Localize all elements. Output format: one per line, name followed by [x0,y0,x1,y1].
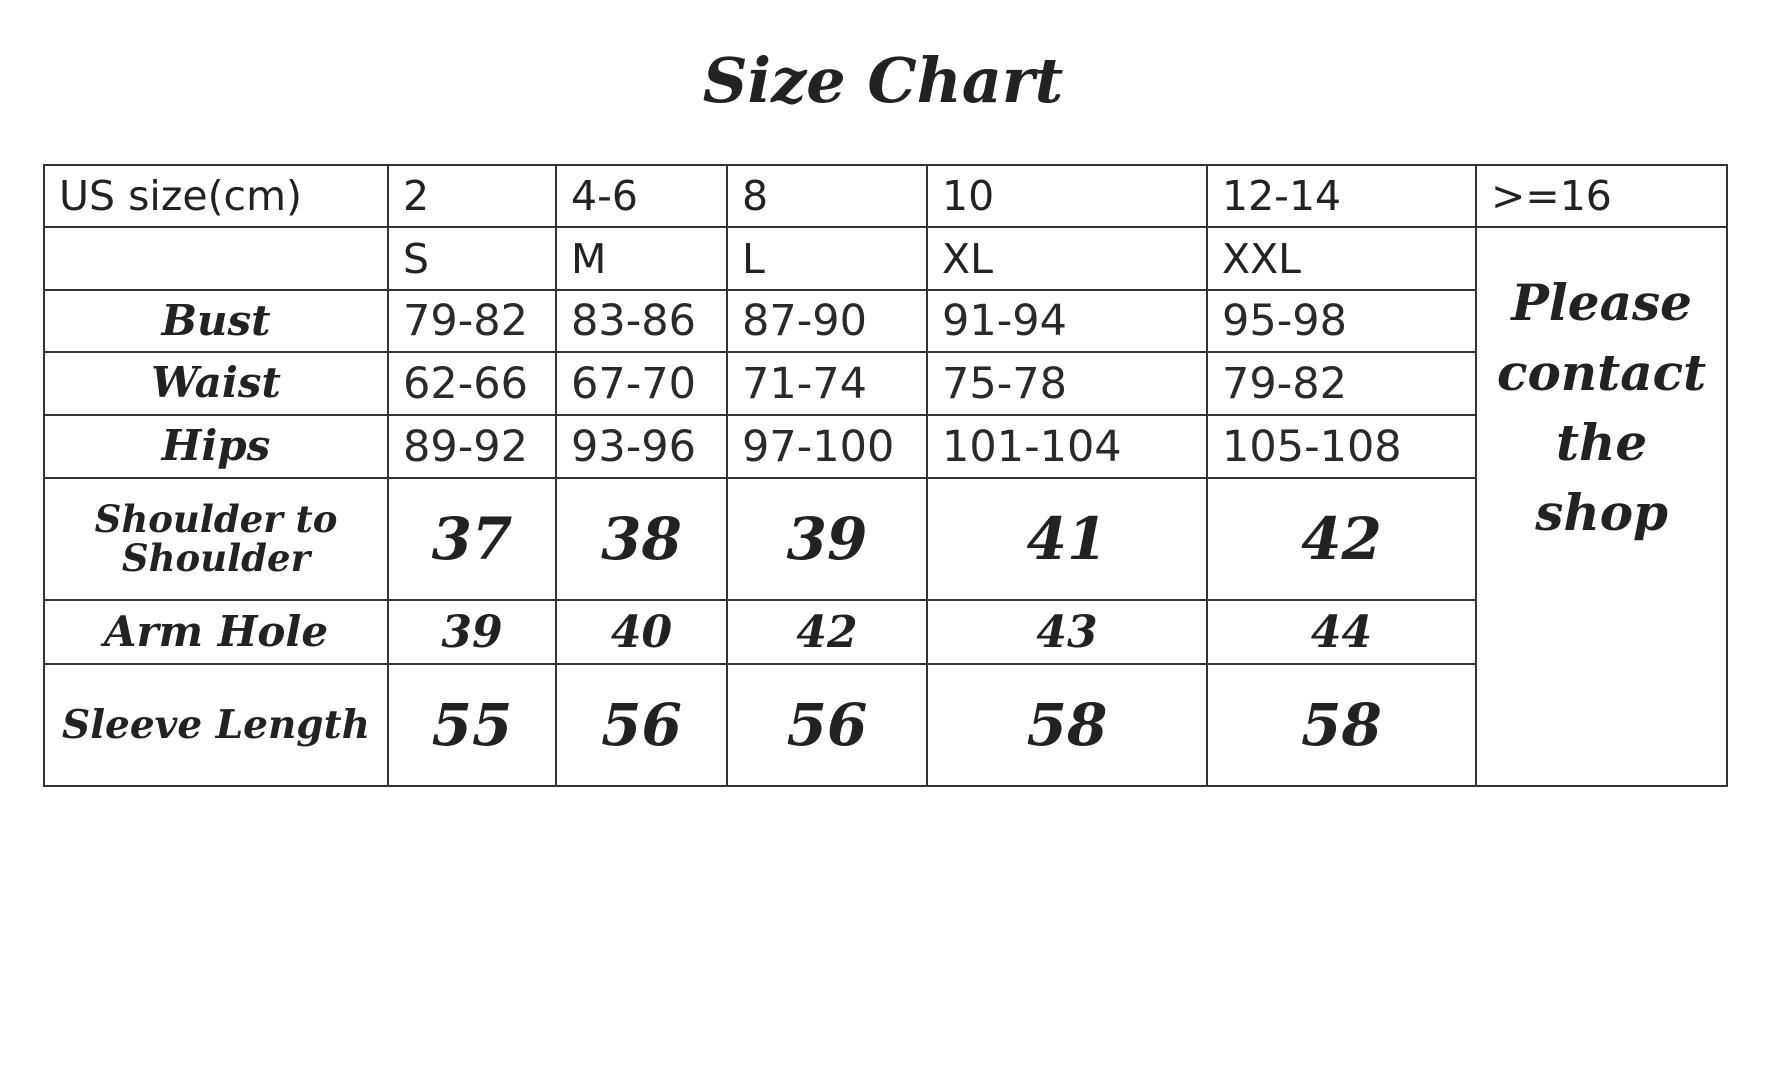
value-cell: 38 [555,477,728,601]
empty-cell [43,226,389,291]
table-row-waist: Waist 62-66 67-70 71-74 75-78 79-82 [43,351,1727,416]
value-cell: 39 [726,477,928,601]
value-cell: 58 [926,663,1208,787]
header-label: US size(cm) [43,164,389,228]
us-size-cell: 4-6 [555,164,728,228]
value-cell: 55 [387,663,557,787]
page-title: Size Chart [702,44,1064,117]
us-size-row: US size(cm) 2 4-6 8 10 12-14 >=16 [43,164,1729,228]
row-label: Shoulder to Shoulder [43,477,389,601]
us-size-cell: 12-14 [1206,164,1477,228]
value-cell: 79-82 [387,289,557,353]
row-label: Bust [43,289,389,353]
value-cell: 43 [926,599,1208,665]
us-size-cell: 2 [387,164,557,228]
value-cell: 71-74 [726,351,928,416]
value-cell: 40 [555,599,728,665]
row-label: Arm Hole [43,599,389,665]
value-cell: 87-90 [726,289,928,353]
value-cell: 79-82 [1206,351,1477,416]
value-cell: 105-108 [1206,414,1477,479]
row-label: Waist [43,351,389,416]
letter-size-cell: XXL [1206,226,1477,291]
value-cell: 95-98 [1206,289,1477,353]
table-row-bust: Bust 79-82 83-86 87-90 91-94 95-98 [43,289,1727,353]
value-cell: 83-86 [555,289,728,353]
row-label: Hips [43,414,389,479]
value-cell: 91-94 [926,289,1208,353]
value-cell: 62-66 [387,351,557,416]
value-cell: 42 [726,599,928,665]
letter-size-cell: S [387,226,557,291]
value-cell: 93-96 [555,414,728,479]
value-cell: 56 [555,663,728,787]
value-cell: 97-100 [726,414,928,479]
contact-note: Please contact the shop [1474,226,1729,787]
value-cell: 89-92 [387,414,557,479]
us-size-cell: 8 [726,164,928,228]
value-cell: 101-104 [926,414,1208,479]
letter-size-cell: XL [926,226,1208,291]
letter-size-cell: M [555,226,728,291]
value-cell: 37 [387,477,557,601]
value-cell: 58 [1206,663,1477,787]
value-cell: 56 [726,663,928,787]
value-cell: 44 [1206,599,1477,665]
value-cell: 42 [1206,477,1477,601]
value-cell: 75-78 [926,351,1208,416]
size-chart-table: US size(cm) 2 4-6 8 10 12-14 >=16 S M L … [43,164,1729,787]
letter-size-row: S M L XL XXL Please contact the shop [43,226,1729,787]
value-cell: 67-70 [555,351,728,416]
value-cell: 39 [387,599,557,665]
row-label: Sleeve Length [43,663,389,787]
table-row-sleeve: Sleeve Length 55 56 56 58 58 [43,663,1727,787]
value-cell: 41 [926,477,1208,601]
table-row-shoulder: Shoulder to Shoulder 37 38 39 41 42 [43,477,1727,601]
table-row-arm-hole: Arm Hole 39 40 42 43 44 [43,599,1727,665]
letter-size-cell: L [726,226,928,291]
us-size-cell: >=16 [1474,164,1729,228]
us-size-cell: 10 [926,164,1208,228]
table-row-hips: Hips 89-92 93-96 97-100 101-104 105-108 [43,414,1727,479]
